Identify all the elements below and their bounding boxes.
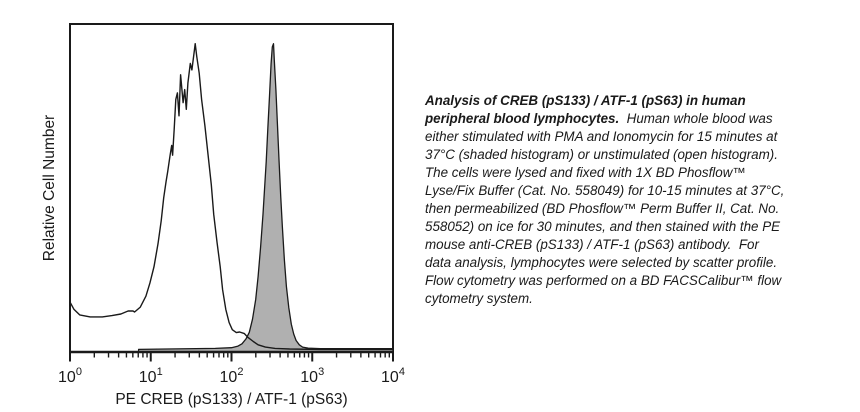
caption-text: Lyse/Fix Buffer (Cat. No. 558049) for 10… <box>425 183 785 198</box>
caption-line: The cells were lysed and fixed with 1X B… <box>425 164 845 182</box>
caption-line: peripheral blood lymphocytes. Human whol… <box>425 110 845 128</box>
caption-bold-text: Analysis of CREB (pS133) / ATF-1 (pS63) … <box>425 93 746 108</box>
caption-line: cytometry system. <box>425 290 845 308</box>
x-tick-label: 103 <box>300 366 324 386</box>
figure-caption: Analysis of CREB (pS133) / ATF-1 (pS63) … <box>425 92 845 308</box>
caption-text: Flow cytometry was performed on a BD FAC… <box>425 273 782 288</box>
caption-bold-text: peripheral blood lymphocytes. <box>425 111 620 126</box>
x-tick-label: 104 <box>381 366 405 386</box>
x-tick-label: 101 <box>139 366 163 386</box>
caption-line: mouse anti-CREB (pS133) / ATF-1 (pS63) a… <box>425 236 845 254</box>
flow-histogram-plot: 100 101 102 103 104 PE CREB (pS133) / ATF-1 (… <box>41 23 405 408</box>
caption-line: data analysis, lymphocytes were selected… <box>425 254 845 272</box>
caption-line: Lyse/Fix Buffer (Cat. No. 558049) for 10… <box>425 182 845 200</box>
caption-line: then permeabilized (BD Phosflow™ Perm Bu… <box>425 200 845 218</box>
caption-text: 558052) on ice for 30 minutes, and then … <box>425 219 781 234</box>
caption-text: 37°C (shaded histogram) or unstimulated … <box>425 147 778 162</box>
x-tick-label: 102 <box>220 366 244 386</box>
caption-text: cytometry system. <box>425 291 533 306</box>
caption-text: mouse anti-CREB (pS133) / ATF-1 (pS63) a… <box>425 237 759 252</box>
caption-line: 37°C (shaded histogram) or unstimulated … <box>425 146 845 164</box>
caption-line: Analysis of CREB (pS133) / ATF-1 (pS63) … <box>425 92 845 110</box>
y-axis-label: Relative Cell Number <box>41 115 58 261</box>
caption-text: then permeabilized (BD Phosflow™ Perm Bu… <box>425 201 780 216</box>
caption-text: either stimulated with PMA and Ionomycin… <box>425 129 778 144</box>
x-tick-label: 100 <box>58 366 82 386</box>
caption-line: 558052) on ice for 30 minutes, and then … <box>425 218 845 236</box>
caption-line: either stimulated with PMA and Ionomycin… <box>425 128 845 146</box>
plot-frame <box>69 23 394 353</box>
x-axis-label: PE CREB (pS133) / ATF-1 (pS63) <box>115 391 347 408</box>
caption-text: data analysis, lymphocytes were selected… <box>425 255 778 270</box>
caption-line: Flow cytometry was performed on a BD FAC… <box>425 272 845 290</box>
shaded-histogram <box>137 43 394 353</box>
caption-text: The cells were lysed and fixed with 1X B… <box>425 165 746 180</box>
open-histogram <box>69 43 393 351</box>
caption-text: Human whole blood was <box>619 111 773 126</box>
